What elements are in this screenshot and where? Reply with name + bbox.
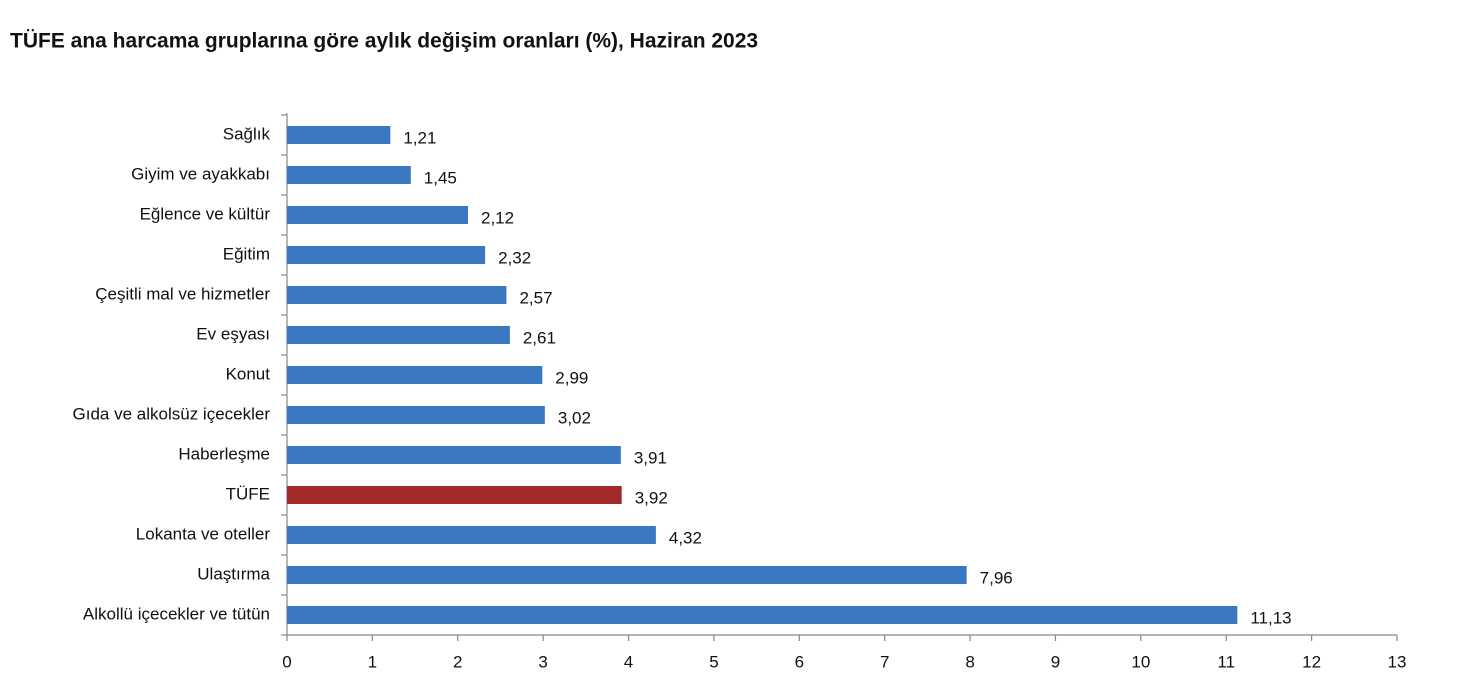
x-tick-label: 2 [453, 652, 462, 671]
bar [287, 286, 507, 304]
x-tick-label: 4 [624, 652, 633, 671]
chart-title: TÜFE ana harcama gruplarına göre aylık d… [10, 30, 758, 53]
value-label: 3,91 [634, 448, 667, 467]
x-tick-label: 3 [538, 652, 547, 671]
bar [287, 446, 621, 464]
bar [287, 206, 469, 224]
x-tick-label: 8 [965, 652, 974, 671]
x-tick-label: 13 [1388, 652, 1407, 671]
x-tick-label: 1 [368, 652, 377, 671]
bar [287, 326, 510, 344]
x-tick-label: 0 [282, 652, 291, 671]
bar [287, 606, 1238, 624]
value-label: 1,21 [403, 128, 436, 147]
x-tick-label: 7 [880, 652, 889, 671]
y-tick-label: Sağlık [223, 124, 271, 143]
y-tick-label: Eğlence ve kültür [140, 204, 271, 223]
x-tick-label: 11 [1217, 652, 1235, 671]
value-label: 7,96 [980, 568, 1013, 587]
bar [287, 526, 656, 544]
x-tick-label: 5 [709, 652, 718, 671]
y-tick-label: Ulaştırma [197, 564, 270, 583]
bar [287, 126, 391, 144]
y-tick-label: Konut [226, 364, 271, 383]
bar [287, 246, 486, 264]
x-tick-label: 12 [1302, 652, 1321, 671]
y-tick-label: Giyim ve ayakkabı [131, 164, 270, 183]
value-label: 2,99 [555, 368, 588, 387]
bar [287, 566, 967, 584]
y-tick-label: Haberleşme [178, 444, 270, 463]
x-tick-label: 10 [1131, 652, 1150, 671]
y-tick-label: Ev eşyası [196, 324, 270, 343]
y-tick-label: Çeşitli mal ve hizmetler [95, 284, 270, 303]
value-label: 4,32 [669, 528, 702, 547]
bar [287, 366, 543, 384]
value-label: 1,45 [424, 168, 457, 187]
value-label: 3,02 [558, 408, 591, 427]
value-label: 11,13 [1250, 608, 1291, 627]
value-label: 2,32 [498, 248, 531, 267]
bar [287, 166, 411, 184]
value-label: 2,61 [523, 328, 556, 347]
y-tick-label: TÜFE [226, 484, 270, 503]
x-tick-label: 6 [795, 652, 804, 671]
x-tick-label: 9 [1051, 652, 1060, 671]
value-label: 2,57 [519, 288, 552, 307]
bar [287, 406, 545, 424]
bar [287, 486, 622, 504]
y-tick-label: Eğitim [223, 244, 270, 263]
value-label: 2,12 [481, 208, 514, 227]
y-tick-label: Alkollü içecekler ve tütün [83, 604, 270, 623]
y-tick-label: Lokanta ve oteller [136, 524, 271, 543]
y-tick-label: Gıda ve alkolsüz içecekler [73, 404, 271, 423]
value-label: 3,92 [635, 488, 668, 507]
